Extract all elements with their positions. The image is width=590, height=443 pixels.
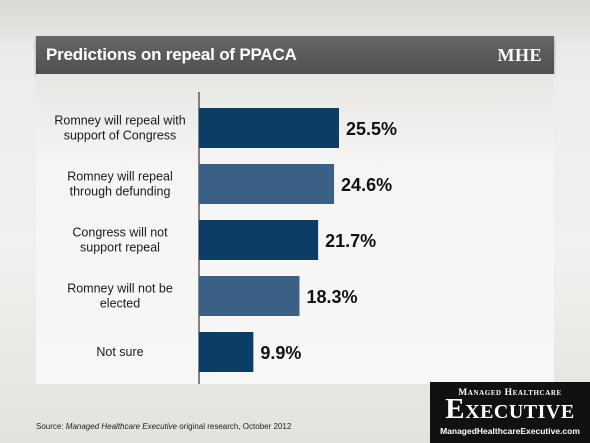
- category-label-2: Romney will repeal through defunding: [67, 170, 173, 199]
- value-label-3: 21.7%: [325, 231, 376, 251]
- brand-url: ManagedHealthcareExecutive.com: [440, 426, 580, 436]
- category-label-4: Romney will not be elected: [67, 282, 173, 311]
- chart-panel: 25.5% Romney will repeal with support of C…: [36, 74, 554, 384]
- bar-2: [199, 164, 335, 204]
- chart-title: Predictions on repeal of PPACA: [46, 45, 297, 64]
- bar-4: [199, 276, 300, 316]
- category-label-3: Congress will not support repeal: [72, 226, 168, 255]
- brand-main-text: Executive: [445, 393, 575, 425]
- category-label-5: Not sure: [96, 345, 143, 359]
- brand-top-text: Managed Healthcare: [458, 388, 562, 398]
- bar-1: [199, 108, 339, 148]
- chart-header: Predictions on repeal of PPACA MHE: [36, 36, 554, 74]
- source-note: Source: Managed Healthcare Executive ori…: [36, 422, 292, 431]
- value-label-2: 24.6%: [341, 175, 392, 195]
- value-label-1: 25.5%: [346, 119, 397, 139]
- category-label-1: Romney will repeal with support of Congre…: [54, 114, 185, 143]
- value-label-4: 18.3%: [306, 287, 357, 307]
- bar-3: [199, 220, 319, 260]
- value-label-5: 9.9%: [260, 343, 301, 363]
- bar-chart: 25.5% Romney will repeal with support of C…: [54, 92, 397, 384]
- brand-block: Managed Healthcare Executive ManagedHeal…: [430, 382, 590, 443]
- mhe-logo: MHE: [497, 45, 542, 65]
- source-publication: Managed Healthcare Executive: [65, 422, 177, 431]
- bar-5: [199, 332, 254, 372]
